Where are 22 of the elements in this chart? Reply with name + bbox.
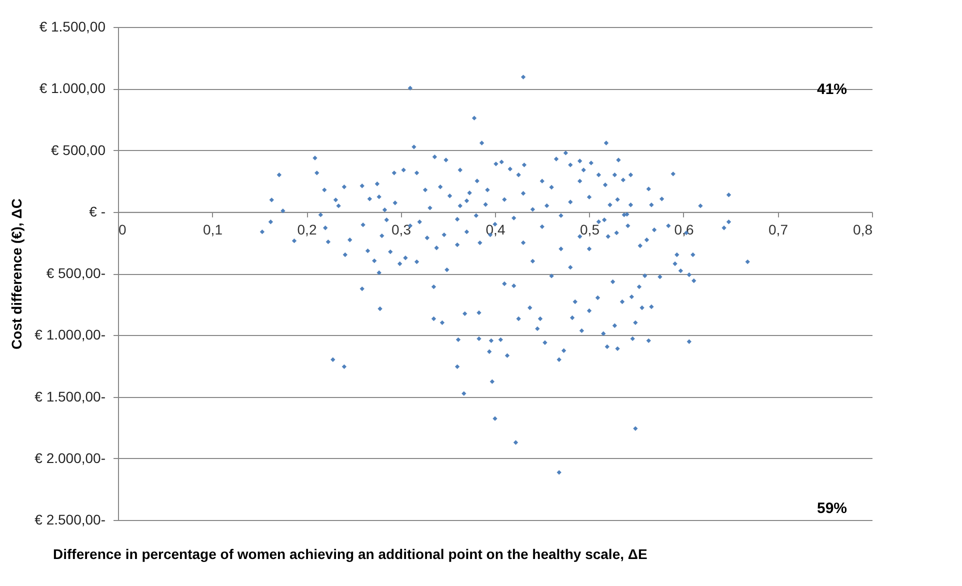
y-tick-label: € 2.500,00- (34, 512, 106, 528)
x-tick-label: 0,7 (768, 221, 788, 238)
y-tick-label: € 1.500,00- (34, 388, 106, 404)
x-tick-label: 0,2 (297, 221, 317, 238)
x-tick-label: 0,8 (853, 221, 873, 238)
annotation: 41% (816, 81, 848, 98)
annotation: 59% (816, 500, 848, 517)
x-tick-label: 0,5 (580, 221, 600, 238)
x-tick-label: 0,3 (392, 221, 412, 238)
y-tick-label: € 1.500,00 (39, 18, 106, 34)
x-tick-label: 0,4 (486, 221, 506, 238)
y-tick-label: € 2.000,00- (34, 450, 106, 466)
x-axis-title: Difference in percentage of women achieving an additional point on the healthy scale, ΔE (53, 546, 648, 562)
x-tick-label: 0,1 (203, 221, 223, 238)
y-tick-label: € 1.000,00 (39, 80, 106, 96)
x-tick-label: 0,6 (674, 221, 694, 238)
y-axis-title: Cost difference (€), ΔC (8, 198, 25, 350)
y-tick-label: € - (89, 203, 106, 220)
y-tick-label: € 500,00 (51, 142, 106, 158)
y-tick-label: € 500,00- (46, 265, 106, 281)
x-tick-label: 0 (118, 221, 126, 238)
y-tick-label: € 1.000,00- (34, 326, 106, 343)
